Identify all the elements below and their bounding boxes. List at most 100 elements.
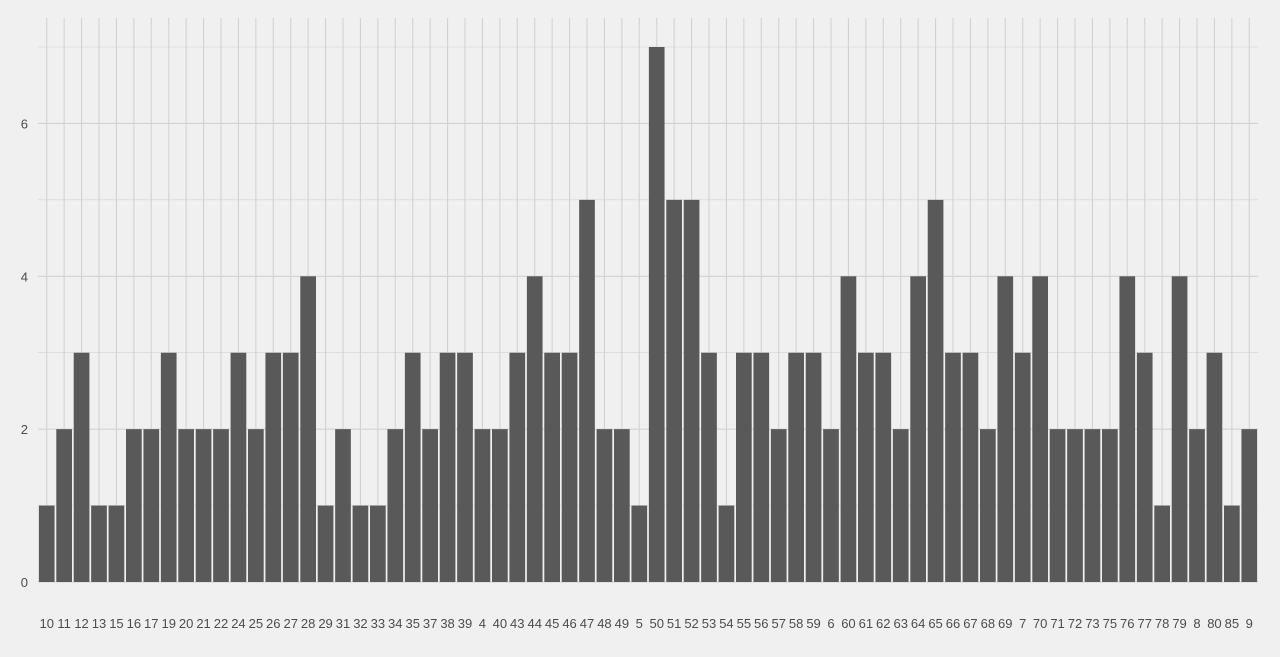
bar-77	[1136, 352, 1153, 582]
x-tick-label: 8	[1193, 616, 1200, 631]
x-tick-label: 10	[39, 616, 53, 631]
bar-10	[38, 505, 55, 582]
x-tick-label: 66	[946, 616, 960, 631]
bar-8	[1189, 429, 1205, 582]
bar-59	[805, 352, 822, 582]
x-tick-label: 27	[283, 616, 297, 631]
x-tick-label: 77	[1137, 616, 1151, 631]
x-tick-label: 38	[440, 616, 454, 631]
x-tick-label: 16	[127, 616, 141, 631]
x-tick-label: 7	[1019, 616, 1026, 631]
x-tick-label: 85	[1225, 616, 1239, 631]
bar-11	[56, 429, 72, 582]
bar-38	[439, 352, 456, 582]
x-tick-label: 78	[1155, 616, 1169, 631]
y-tick-label: 6	[21, 116, 28, 131]
bar-54	[718, 505, 735, 582]
bar-32	[352, 505, 369, 582]
bar-71	[1049, 429, 1066, 582]
x-tick-label: 26	[266, 616, 280, 631]
bar-85	[1224, 505, 1240, 582]
bar-37	[422, 429, 438, 582]
bar-28	[300, 276, 316, 582]
x-tick-label: 13	[92, 616, 106, 631]
bar-33	[370, 505, 386, 582]
bar-47	[579, 199, 595, 582]
x-tick-label: 63	[893, 616, 907, 631]
x-tick-label: 44	[527, 616, 541, 631]
bar-57	[770, 429, 787, 582]
x-tick-label: 54	[719, 616, 733, 631]
bar-56	[753, 352, 770, 582]
x-tick-label: 60	[841, 616, 855, 631]
x-tick-label: 52	[684, 616, 698, 631]
x-tick-label: 11	[57, 616, 71, 631]
bar-29	[317, 505, 334, 582]
bar-63	[892, 429, 909, 582]
x-tick-label: 25	[249, 616, 263, 631]
bar-60	[840, 276, 857, 582]
bar-50	[648, 47, 665, 582]
bar-53	[701, 352, 717, 582]
x-tick-label: 31	[336, 616, 350, 631]
x-tick-label: 61	[859, 616, 873, 631]
x-tick-label: 37	[423, 616, 437, 631]
bar-7	[1014, 352, 1031, 582]
bar-6	[823, 429, 839, 582]
x-tick-label: 79	[1172, 616, 1186, 631]
x-tick-label: 5	[636, 616, 643, 631]
bar-75	[1102, 429, 1118, 582]
x-tick-label: 32	[353, 616, 367, 631]
y-tick-label: 4	[21, 269, 28, 284]
bars-layer	[38, 47, 1258, 582]
x-axis-ticks: 10 11 12 13 15 16 17 19 20 21 22 24 25 26 27 28 29 31 32 33…	[39, 616, 1252, 631]
bar-19	[160, 352, 177, 582]
x-tick-label: 51	[667, 616, 681, 631]
bar-72	[1067, 429, 1083, 582]
x-tick-label: 20	[179, 616, 193, 631]
x-tick-label: 6	[827, 616, 834, 631]
bar-43	[509, 352, 526, 582]
bar-49	[614, 429, 630, 582]
x-tick-label: 33	[371, 616, 385, 631]
x-tick-label: 17	[144, 616, 158, 631]
bar-64	[910, 276, 926, 582]
x-tick-label: 64	[911, 616, 925, 631]
bar-61	[858, 352, 874, 582]
x-tick-label: 73	[1085, 616, 1099, 631]
y-tick-label: 0	[21, 575, 28, 590]
bar-12	[73, 352, 90, 582]
bar-4	[474, 429, 491, 582]
x-tick-label: 29	[318, 616, 332, 631]
x-tick-label: 45	[545, 616, 559, 631]
x-tick-label: 68	[981, 616, 995, 631]
bar-80	[1206, 352, 1223, 582]
x-tick-label: 22	[214, 616, 228, 631]
bar-73	[1084, 429, 1101, 582]
x-tick-label: 75	[1103, 616, 1117, 631]
x-tick-label: 72	[1068, 616, 1082, 631]
bar-45	[544, 352, 560, 582]
x-tick-label: 9	[1246, 616, 1253, 631]
x-tick-label: 47	[580, 616, 594, 631]
x-tick-label: 57	[771, 616, 785, 631]
x-tick-label: 65	[928, 616, 942, 631]
x-tick-label: 56	[754, 616, 768, 631]
x-tick-label: 46	[562, 616, 576, 631]
x-tick-label: 21	[196, 616, 210, 631]
x-tick-label: 43	[510, 616, 524, 631]
bar-25	[248, 429, 264, 582]
x-tick-label: 62	[876, 616, 890, 631]
x-tick-label: 58	[789, 616, 803, 631]
x-tick-label: 48	[597, 616, 611, 631]
y-axis-ticks: 0 2 4 6	[21, 116, 28, 590]
bar-13	[91, 505, 107, 582]
bar-15	[108, 505, 125, 582]
bar-17	[143, 429, 160, 582]
x-tick-label: 70	[1033, 616, 1047, 631]
bar-52	[683, 199, 700, 582]
bar-16	[126, 429, 142, 582]
bar-9	[1241, 429, 1258, 582]
x-tick-label: 39	[458, 616, 472, 631]
